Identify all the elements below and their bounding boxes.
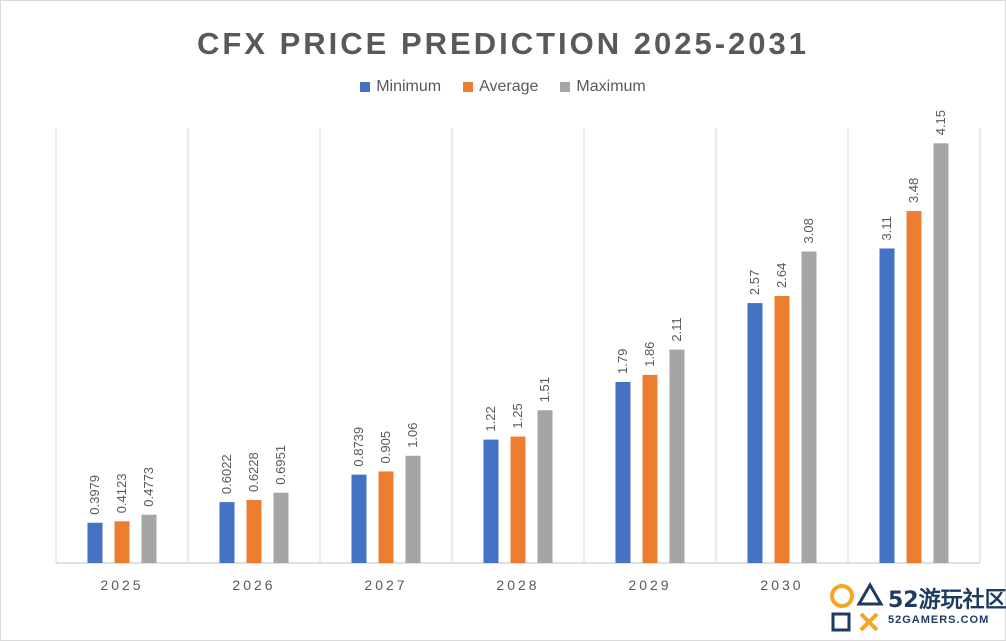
legend-item-minimum: Minimum [360, 78, 441, 96]
legend-swatch-maximum [560, 82, 571, 92]
data-label-minimum-2028: 1.22 [483, 406, 498, 431]
bar-average-2029 [642, 374, 658, 563]
bar-minimum-2026 [219, 502, 235, 563]
bar-average-2028 [510, 436, 526, 563]
x-tick-label: 2029 [628, 577, 671, 593]
gamepad-symbols-icon [830, 582, 884, 632]
bar-maximum-2027 [405, 455, 421, 563]
bar-minimum-2030 [747, 303, 763, 563]
legend-swatch-average [463, 82, 474, 92]
bar-maximum-2026 [273, 492, 289, 563]
bar-minimum-2029 [615, 381, 631, 563]
data-label-maximum-2028: 1.51 [537, 377, 552, 402]
bar-minimum-2025 [87, 522, 103, 563]
x-tick-label: 2026 [232, 577, 275, 593]
x-tick-label: 2028 [496, 577, 539, 593]
bar-minimum-2031 [879, 248, 895, 563]
legend-label-average: Average [479, 78, 539, 95]
data-label-maximum-2027: 1.06 [405, 422, 420, 447]
bar-average-2027 [378, 471, 394, 563]
bar-maximum-2025 [141, 514, 157, 563]
x-tick-label: 2025 [100, 577, 143, 593]
legend: Minimum Average Maximum [0, 78, 1006, 96]
data-label-average-2025: 0.4123 [114, 474, 129, 514]
bar-average-2025 [114, 521, 130, 563]
data-label-average-2028: 1.25 [510, 403, 525, 428]
data-label-minimum-2031: 3.11 [879, 216, 894, 240]
legend-item-maximum: Maximum [560, 78, 646, 96]
data-label-minimum-2025: 0.3979 [87, 475, 102, 515]
bar-average-2031 [906, 211, 922, 563]
bar-maximum-2029 [669, 349, 685, 563]
bar-minimum-2027 [351, 474, 367, 563]
data-label-maximum-2030: 3.08 [801, 218, 816, 243]
data-label-minimum-2030: 2.57 [747, 270, 762, 295]
legend-label-maximum: Maximum [576, 78, 646, 95]
bar-maximum-2030 [801, 251, 817, 563]
bar-maximum-2028 [537, 410, 553, 563]
data-label-minimum-2029: 1.79 [615, 349, 630, 374]
watermark-text: 52游玩社区 [888, 588, 1006, 613]
data-label-maximum-2025: 0.4773 [141, 467, 156, 507]
data-label-average-2029: 1.86 [642, 342, 657, 367]
data-label-maximum-2026: 0.6951 [273, 445, 288, 485]
bar-minimum-2028 [483, 439, 499, 563]
legend-item-average: Average [463, 78, 538, 96]
chart-title: CFX PRICE PREDICTION 2025-2031 [196, 26, 809, 61]
legend-swatch-minimum [360, 82, 371, 92]
data-label-minimum-2027: 0.8739 [351, 427, 366, 467]
x-tick-label: 2030 [760, 577, 803, 593]
data-label-maximum-2031: 4.15 [933, 110, 948, 135]
data-label-maximum-2029: 2.11 [669, 317, 684, 341]
legend-label-minimum: Minimum [376, 78, 442, 95]
watermark-logo: 52游玩社区 52GAMERS.COM [826, 578, 1006, 638]
bar-average-2026 [246, 500, 262, 563]
data-label-average-2027: 0.905 [378, 431, 393, 464]
data-label-average-2030: 2.64 [774, 263, 789, 288]
bar-average-2030 [774, 296, 790, 563]
data-label-average-2031: 3.48 [906, 178, 921, 203]
data-label-average-2026: 0.6228 [246, 452, 261, 492]
x-tick-label: 2027 [364, 577, 407, 593]
watermark-subtext: 52GAMERS.COM [888, 614, 990, 626]
data-label-minimum-2026: 0.6022 [219, 454, 234, 494]
bar-maximum-2031 [933, 143, 949, 563]
